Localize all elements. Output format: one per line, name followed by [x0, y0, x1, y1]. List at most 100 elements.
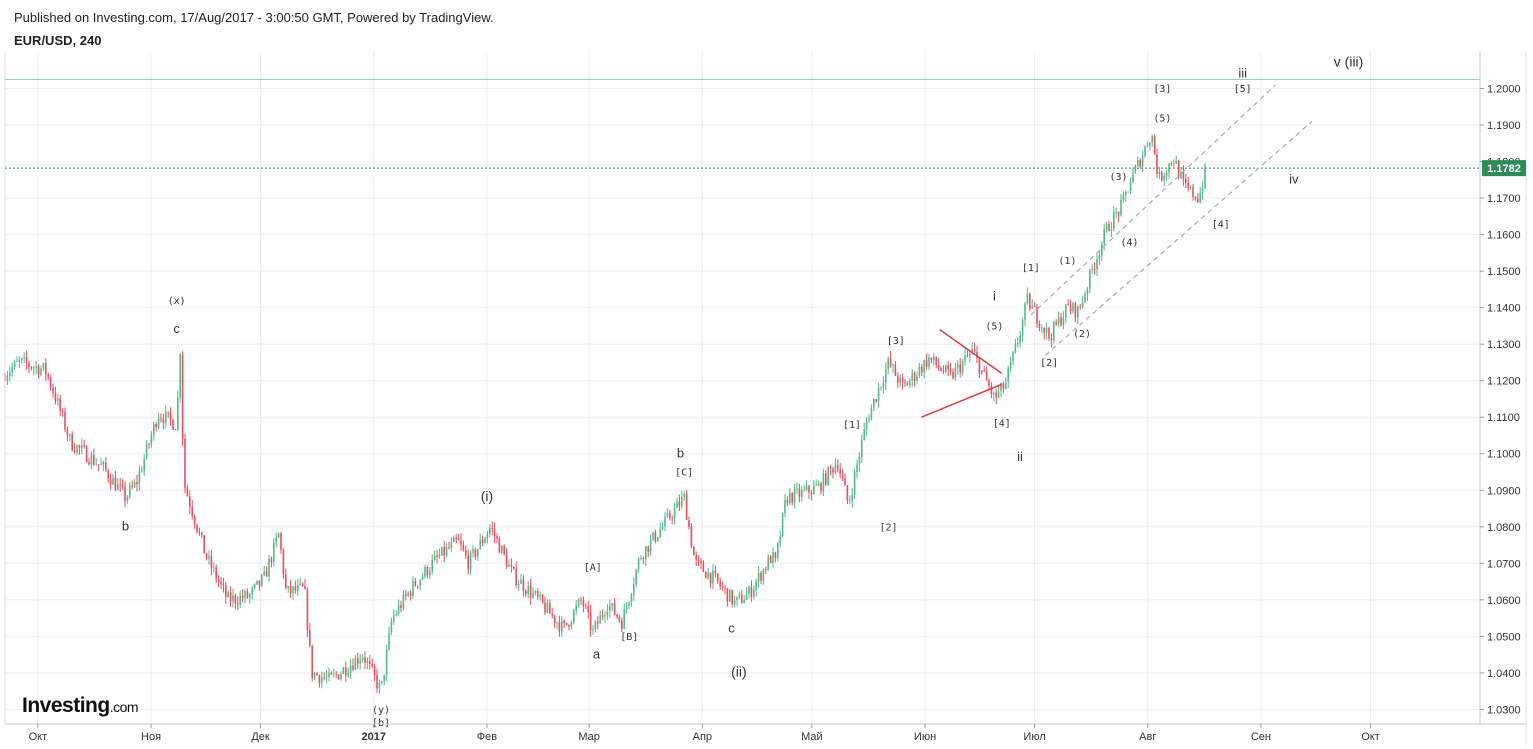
candle-body — [1187, 183, 1189, 188]
wave-label: [B] — [620, 632, 638, 643]
wave-label: c — [728, 621, 735, 636]
candle-body — [657, 537, 659, 541]
candle-body — [561, 621, 563, 632]
wave-label: (3) — [1110, 172, 1128, 183]
candle-body — [1086, 288, 1089, 294]
candle-body — [289, 585, 292, 594]
candle-body — [28, 363, 30, 368]
candle-body — [1024, 303, 1026, 320]
candle-body — [801, 490, 803, 497]
candle-body — [477, 549, 479, 557]
candle-body — [861, 439, 863, 457]
candle-body — [453, 537, 455, 542]
candle-body — [762, 569, 765, 581]
candle-body — [520, 579, 522, 584]
candle-body — [621, 620, 623, 629]
candle-body — [961, 361, 964, 373]
candle-body — [227, 592, 229, 597]
candle-body — [959, 364, 961, 373]
candle-body — [388, 632, 390, 650]
candle-body — [630, 594, 633, 603]
candle-body — [666, 513, 669, 517]
candle-body — [340, 673, 342, 680]
candle-body — [335, 673, 337, 675]
candle-body — [834, 465, 837, 473]
candle-body — [640, 557, 642, 559]
candle-body — [717, 573, 719, 582]
candle-body — [909, 380, 911, 386]
candle-body — [810, 492, 813, 495]
candle-body — [846, 485, 849, 501]
candle-body — [993, 392, 995, 395]
candle-body — [894, 364, 897, 376]
candle-body — [119, 484, 121, 486]
candle-body — [592, 629, 594, 631]
candle-layer — [4, 134, 1206, 695]
candle-body — [33, 367, 35, 369]
candle-body — [594, 621, 597, 630]
candle-body — [64, 411, 66, 430]
candle-body — [606, 611, 609, 616]
wave-label: (1) — [1058, 256, 1076, 267]
candle-body — [969, 353, 971, 357]
candle-body — [522, 579, 525, 592]
candle-body — [966, 355, 969, 357]
candle-body — [369, 661, 371, 664]
candle-body — [865, 420, 868, 429]
candle-body — [597, 621, 599, 624]
candle-body — [856, 464, 858, 473]
candle-body — [316, 673, 318, 676]
candle-body — [169, 412, 172, 420]
candle-body — [690, 526, 693, 547]
candle-body — [85, 446, 88, 463]
candle-body — [179, 354, 181, 398]
candle-body — [1050, 338, 1053, 341]
price-tick-label: 1.1000 — [1487, 449, 1521, 461]
candle-body — [1096, 259, 1098, 270]
candle-body — [911, 373, 913, 381]
candle-body — [1173, 163, 1175, 165]
candle-body — [923, 360, 925, 373]
candle-body — [69, 434, 71, 436]
candle-body — [757, 572, 760, 582]
candle-body — [1134, 165, 1137, 173]
candle-body — [330, 672, 333, 675]
wave-label: a — [593, 646, 601, 661]
candle-body — [642, 557, 645, 560]
candle-body — [916, 375, 918, 381]
candle-body — [1101, 243, 1103, 256]
candle-body — [1103, 229, 1105, 244]
candle-body — [1091, 268, 1093, 270]
candle-body — [604, 615, 606, 617]
price-tick-label: 1.1200 — [1487, 376, 1521, 388]
candle-body — [786, 499, 789, 504]
candle-body — [215, 567, 217, 580]
candle-body — [1033, 305, 1036, 308]
candle-body — [318, 675, 321, 683]
candle-body — [1149, 142, 1151, 147]
candle-body — [321, 677, 323, 683]
candle-body — [1175, 161, 1177, 164]
candle-body — [196, 524, 198, 532]
candle-body — [827, 466, 829, 485]
candle-body — [897, 375, 899, 383]
wave-label: (2) — [1073, 329, 1091, 340]
candle-body — [1098, 255, 1101, 260]
candle-body — [424, 567, 426, 577]
candle-body — [1180, 172, 1182, 178]
candle-body — [1074, 303, 1077, 318]
candle-body — [1182, 172, 1185, 180]
candle-body — [1122, 194, 1125, 200]
candle-body — [748, 586, 750, 594]
candle-body — [244, 591, 246, 599]
candle-body — [100, 464, 102, 465]
candle-body — [1177, 161, 1180, 178]
candle-body — [971, 348, 973, 354]
candle-body — [395, 613, 397, 615]
candle-body — [649, 539, 652, 552]
candle-body — [222, 583, 225, 586]
candle-body — [189, 496, 191, 507]
time-tick-label: Авг — [1139, 731, 1156, 743]
candle-body — [805, 485, 808, 490]
